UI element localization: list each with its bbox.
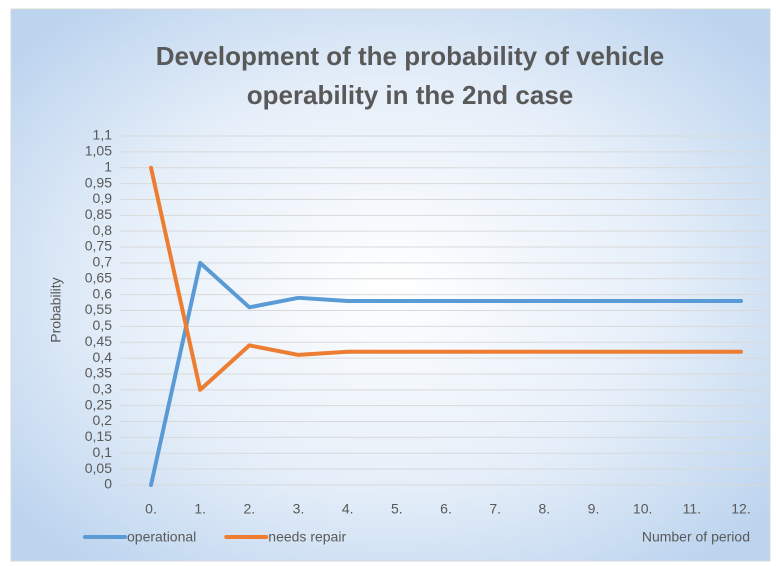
y-tick-label: 0	[104, 476, 112, 492]
series-line	[149, 260, 743, 487]
x-tick-label: 12.	[731, 501, 750, 517]
legend-label: needs repair	[268, 529, 346, 545]
x-tick-label: 7.	[489, 501, 501, 517]
x-tick-label: 6.	[440, 501, 452, 517]
y-tick-label: 0,65	[85, 269, 112, 285]
y-tick-label: 0,6	[93, 285, 113, 301]
y-tick-label: 0,8	[93, 222, 113, 238]
x-tick-label: 3.	[293, 501, 305, 517]
chart-title: operability in the 2nd case	[247, 80, 574, 110]
x-tick-label: 2.	[243, 501, 255, 517]
x-tick-label: 4.	[342, 501, 354, 517]
y-tick-label: 0,1	[93, 444, 113, 460]
legend-label: operational	[127, 529, 196, 545]
series-line	[149, 165, 743, 392]
y-tick-label: 0,2	[93, 412, 113, 428]
x-tick-label: 11.	[683, 501, 701, 517]
y-tick-label: 0,95	[85, 174, 112, 190]
y-tick-label: 0,55	[85, 301, 112, 317]
y-tick-label: 0,75	[85, 238, 112, 254]
y-tick-label: 1	[104, 158, 112, 174]
x-tick-label: 10.	[633, 501, 652, 517]
y-tick-label: 0,25	[85, 396, 112, 412]
x-axis-label: Number of period	[642, 529, 750, 545]
y-tick-label: 0,5	[93, 317, 113, 333]
y-tick-label: 0,05	[85, 460, 112, 476]
y-tick-label: 0,35	[85, 365, 112, 381]
chart-title: Development of the probability of vehicl…	[156, 41, 665, 71]
y-tick-label: 0,3	[93, 381, 113, 397]
y-tick-label: 1,1	[93, 127, 113, 143]
y-tick-label: 0,9	[93, 190, 113, 206]
y-tick-label: 1,05	[85, 143, 112, 159]
x-tick-label: 9.	[588, 501, 600, 517]
x-tick-label: 8.	[538, 501, 550, 517]
y-tick-label: 0,7	[93, 254, 113, 270]
x-tick-label: 1.	[194, 501, 206, 517]
x-tick-label: 5.	[391, 501, 403, 517]
x-tick-label: 0.	[145, 501, 157, 517]
y-tick-label: 0,45	[85, 333, 112, 349]
y-tick-label: 0,85	[85, 206, 112, 222]
y-tick-label: 0,4	[93, 349, 113, 365]
y-axis-label: Probability	[48, 277, 64, 342]
y-tick-label: 0,15	[85, 428, 112, 444]
